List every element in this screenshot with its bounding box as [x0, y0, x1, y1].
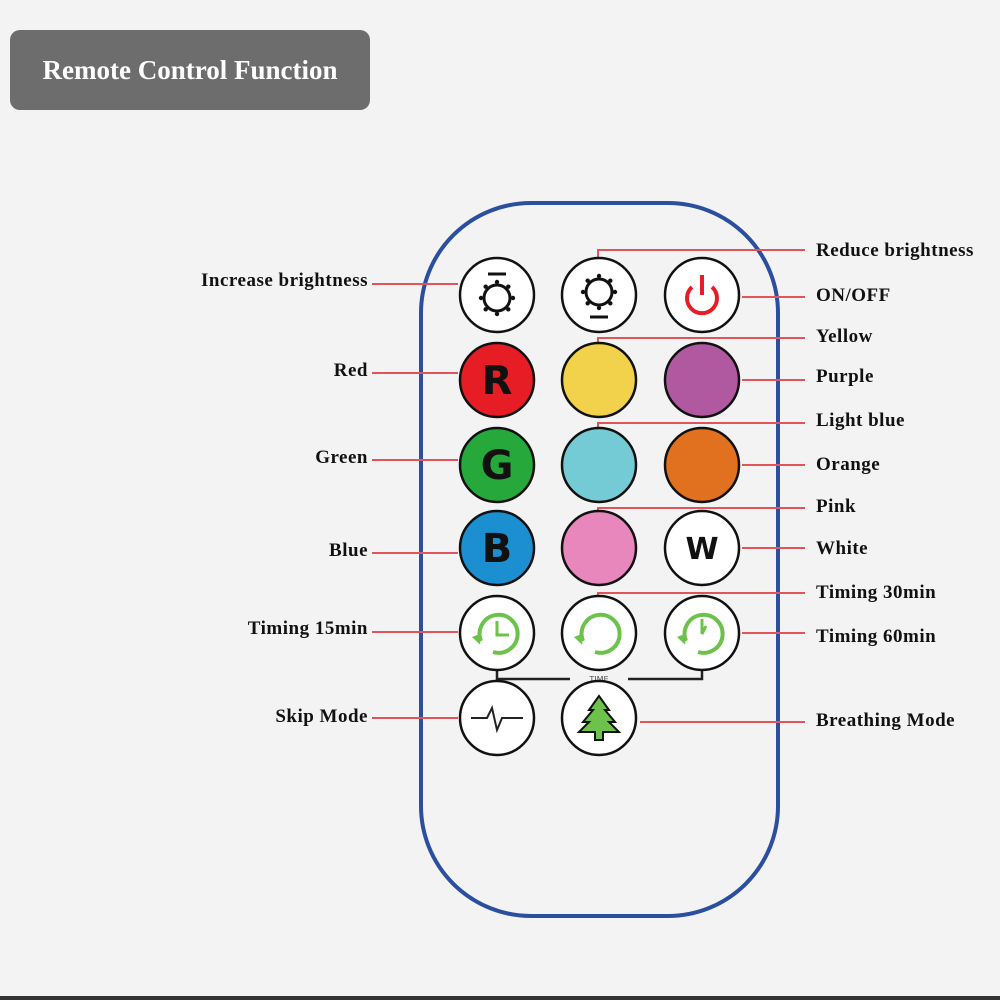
- timer-15-icon: [471, 612, 520, 655]
- button-orange[interactable]: [663, 426, 741, 504]
- button-letter: R: [482, 358, 513, 404]
- label-pink: Pink: [816, 496, 857, 517]
- button-blue[interactable]: B: [458, 509, 536, 587]
- button-increase-brightness[interactable]: [458, 256, 536, 334]
- label-on-off: ON/OFF: [816, 285, 891, 306]
- brightness-up-icon: [478, 272, 516, 317]
- button-skip-mode[interactable]: [458, 679, 536, 757]
- label-blue: Blue: [329, 540, 368, 561]
- button-yellow[interactable]: [560, 341, 638, 419]
- label-timing-15min: Timing 15min: [247, 618, 368, 639]
- button-purple[interactable]: [663, 341, 741, 419]
- button-green[interactable]: G: [458, 426, 536, 504]
- page-title: Remote Control Function: [10, 30, 370, 110]
- button-letter: W: [685, 532, 718, 567]
- button-timing-15min[interactable]: [458, 594, 536, 672]
- label-white: White: [816, 538, 869, 559]
- timer-bracket: [495, 670, 704, 681]
- label-breathing-mode: Breathing Mode: [816, 710, 956, 731]
- label-orange: Orange: [816, 454, 881, 475]
- label-timing-60min: Timing 60min: [816, 626, 937, 647]
- label-green: Green: [315, 447, 368, 468]
- power-icon: [685, 275, 719, 316]
- time-label: TIME: [588, 675, 608, 684]
- button-red[interactable]: R: [458, 341, 536, 419]
- button-pink[interactable]: [560, 509, 638, 587]
- button-on-off[interactable]: [663, 256, 741, 334]
- remote-outline: [419, 201, 780, 918]
- button-light-blue[interactable]: [560, 426, 638, 504]
- label-increase-brightness: Increase brightness: [201, 270, 368, 291]
- label-reduce-brightness: Reduce brightness: [816, 240, 974, 261]
- bottom-border: [0, 996, 1000, 1000]
- pulse-icon: [471, 705, 523, 734]
- label-skip-mode: Skip Mode: [275, 706, 368, 727]
- label-yellow: Yellow: [816, 326, 873, 347]
- button-reduce-brightness[interactable]: [560, 256, 638, 334]
- label-timing-30min: Timing 30min: [816, 582, 937, 603]
- label-light-blue: Light blue: [816, 410, 905, 431]
- label-purple: Purple: [816, 366, 874, 387]
- timer-30-icon: [573, 612, 622, 655]
- label-red: Red: [333, 360, 368, 381]
- button-white[interactable]: W: [663, 509, 741, 587]
- tree-icon: [576, 694, 622, 741]
- brightness-down-icon: [580, 273, 618, 319]
- button-timing-30min[interactable]: [560, 594, 638, 672]
- button-breathing-mode[interactable]: [560, 679, 638, 757]
- button-letter: G: [481, 443, 514, 489]
- button-timing-60min[interactable]: [663, 594, 741, 672]
- timer-60-icon: [676, 612, 725, 655]
- button-letter: B: [482, 526, 513, 572]
